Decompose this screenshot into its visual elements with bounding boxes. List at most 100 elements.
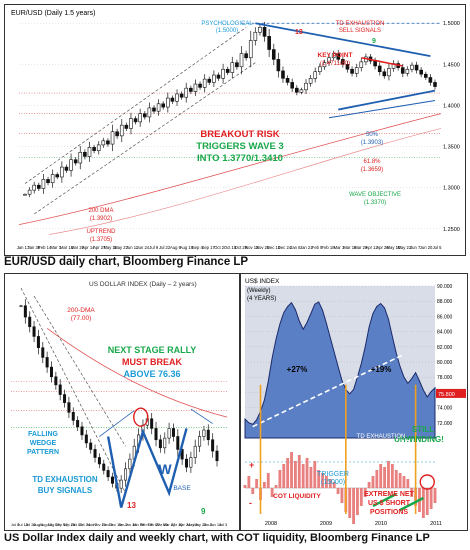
- eurusd-candle: [64, 166, 69, 171]
- eurusd-candle: [294, 87, 299, 93]
- cot-bar: [321, 473, 324, 488]
- x-tick-label: Jul 22: [159, 245, 171, 250]
- eurusd-candle: [405, 68, 410, 74]
- dxy-candle: [167, 428, 171, 439]
- dma-200-value: (1.3902): [90, 216, 112, 222]
- dxy-candle: [89, 442, 93, 450]
- positions-label: POSITIONS: [370, 509, 408, 516]
- dma-200-value: (77.00): [71, 315, 92, 322]
- x-tick-label: Mar 1: [50, 245, 61, 250]
- fib-50-label: 50%: [366, 132, 379, 138]
- cot-bar: [359, 488, 363, 506]
- x-tick-label: Oct 15: [224, 245, 237, 250]
- eurusd-candle: [327, 57, 331, 63]
- current-value-label: 75.800: [438, 392, 455, 398]
- cot-bar: [313, 461, 317, 488]
- td-count-13: 13: [401, 439, 410, 448]
- cot-bar: [309, 467, 313, 488]
- fib-618-value: (1.3659): [361, 167, 383, 173]
- y-tick-label: 1.3000: [443, 186, 460, 192]
- fib-618-label: 61.8%: [363, 159, 381, 165]
- caption-bottom: US Dollar Index daily and weekly chart, …: [4, 532, 430, 544]
- eurusd-candle: [350, 68, 354, 74]
- x-tick-label: Aug 1: [33, 522, 44, 527]
- cot-bar: [340, 488, 344, 503]
- pct-27-label: +27%: [287, 365, 308, 374]
- dxy-candle: [80, 426, 84, 436]
- cot-bar: [356, 488, 359, 515]
- x-tick-label: Jun 7: [410, 245, 421, 250]
- td-exhaustion-label: TD EXHAUSTION: [357, 434, 406, 440]
- dxy-candle: [41, 347, 45, 358]
- x-tick-label: Jan 30: [28, 245, 41, 250]
- cot-bar: [375, 470, 379, 488]
- eurusd-candle: [400, 67, 405, 74]
- cot-bar: [293, 461, 297, 488]
- cot-bar: [255, 479, 259, 488]
- cot-bar: [383, 467, 387, 488]
- eurusd-chart: 1.5000 1.4500 1.4000 1.3500 1.3000 1.2500 Jan …: [11, 10, 460, 250]
- dxy-candle: [54, 376, 58, 386]
- cot-bar: [402, 476, 406, 488]
- w-base-shape: [106, 428, 188, 508]
- dxy-candle: [19, 305, 23, 308]
- psychological-value: (1.5000): [216, 28, 238, 34]
- dma-200-label: 200 DMA: [88, 208, 113, 214]
- eurusd-candle: [322, 62, 327, 68]
- cot-bar: [297, 455, 301, 488]
- eurusd-candle: [354, 67, 359, 74]
- eurusd-candle: [193, 83, 198, 92]
- eurusd-candle: [96, 144, 101, 151]
- x-tick-label: Nov 7: [87, 522, 98, 527]
- x-tick-label: Mar 16: [343, 245, 357, 250]
- cot-bar: [406, 479, 410, 488]
- dollar-index-area: [244, 301, 436, 439]
- cot-bar: [352, 488, 355, 524]
- unwinding-label: UNWINDING!: [394, 435, 444, 444]
- cot-bar: [410, 488, 414, 497]
- y-tick-label: 80.000: [437, 360, 453, 366]
- arrow-left: [99, 410, 135, 437]
- cot-bar: [336, 488, 340, 494]
- td-count-9: 9: [201, 507, 206, 516]
- eurusd-candle: [161, 103, 166, 108]
- eurusd-candle: [106, 140, 110, 145]
- eurusd-candle: [179, 93, 184, 98]
- us-short-label: US $ SHORT: [368, 500, 411, 507]
- eurusd-candle: [230, 62, 235, 73]
- dxy-weekly-chart-panel: 90.000 88.000 86.000 84.000 82.000 80.000 78.0…: [240, 273, 468, 531]
- eurusd-candle: [423, 73, 428, 78]
- x-tick-label: Jul 3: [219, 522, 228, 527]
- x-tick-label: Mar 14: [60, 245, 74, 250]
- minus-sign: -: [249, 498, 252, 508]
- dxy-candle: [185, 458, 189, 468]
- x-tick-label: Jan 21: [300, 245, 313, 250]
- eurusd-candle: [46, 179, 50, 184]
- still-label: STILL: [412, 425, 434, 434]
- dxy-candle: [211, 439, 215, 452]
- falling-wedge-label: WEDGE: [30, 440, 57, 447]
- must-break-label: MUST BREAK: [122, 357, 182, 367]
- dxy-candle: [106, 470, 110, 478]
- eurusd-candle: [27, 189, 32, 195]
- x-tick-label: Nov 21: [93, 522, 106, 527]
- dxy-candle: [28, 316, 32, 328]
- dxy-candle: [110, 476, 114, 484]
- eurusd-candle: [41, 179, 46, 189]
- x-tick-label: Jan 16: [125, 522, 138, 527]
- x-tick-label: May 22: [193, 522, 207, 527]
- arrow-right: [190, 408, 213, 424]
- x-tick-label: Sep 26: [63, 522, 76, 527]
- dxy-candle: [128, 458, 132, 470]
- dxy-candle: [119, 479, 123, 489]
- triangle-lower-line: [338, 89, 436, 111]
- dxy-candle: [154, 428, 158, 441]
- dxy-candle: [58, 384, 62, 395]
- cot-liquidity-label: COT LIQUIDITY: [273, 493, 321, 500]
- eurusd-candle: [55, 174, 60, 178]
- cot-bar: [398, 473, 402, 488]
- x-tick-label: Aug 6: [170, 245, 182, 250]
- eurusd-candle: [373, 60, 377, 67]
- green-arrow: [399, 496, 424, 512]
- eurusd-candle: [253, 31, 258, 41]
